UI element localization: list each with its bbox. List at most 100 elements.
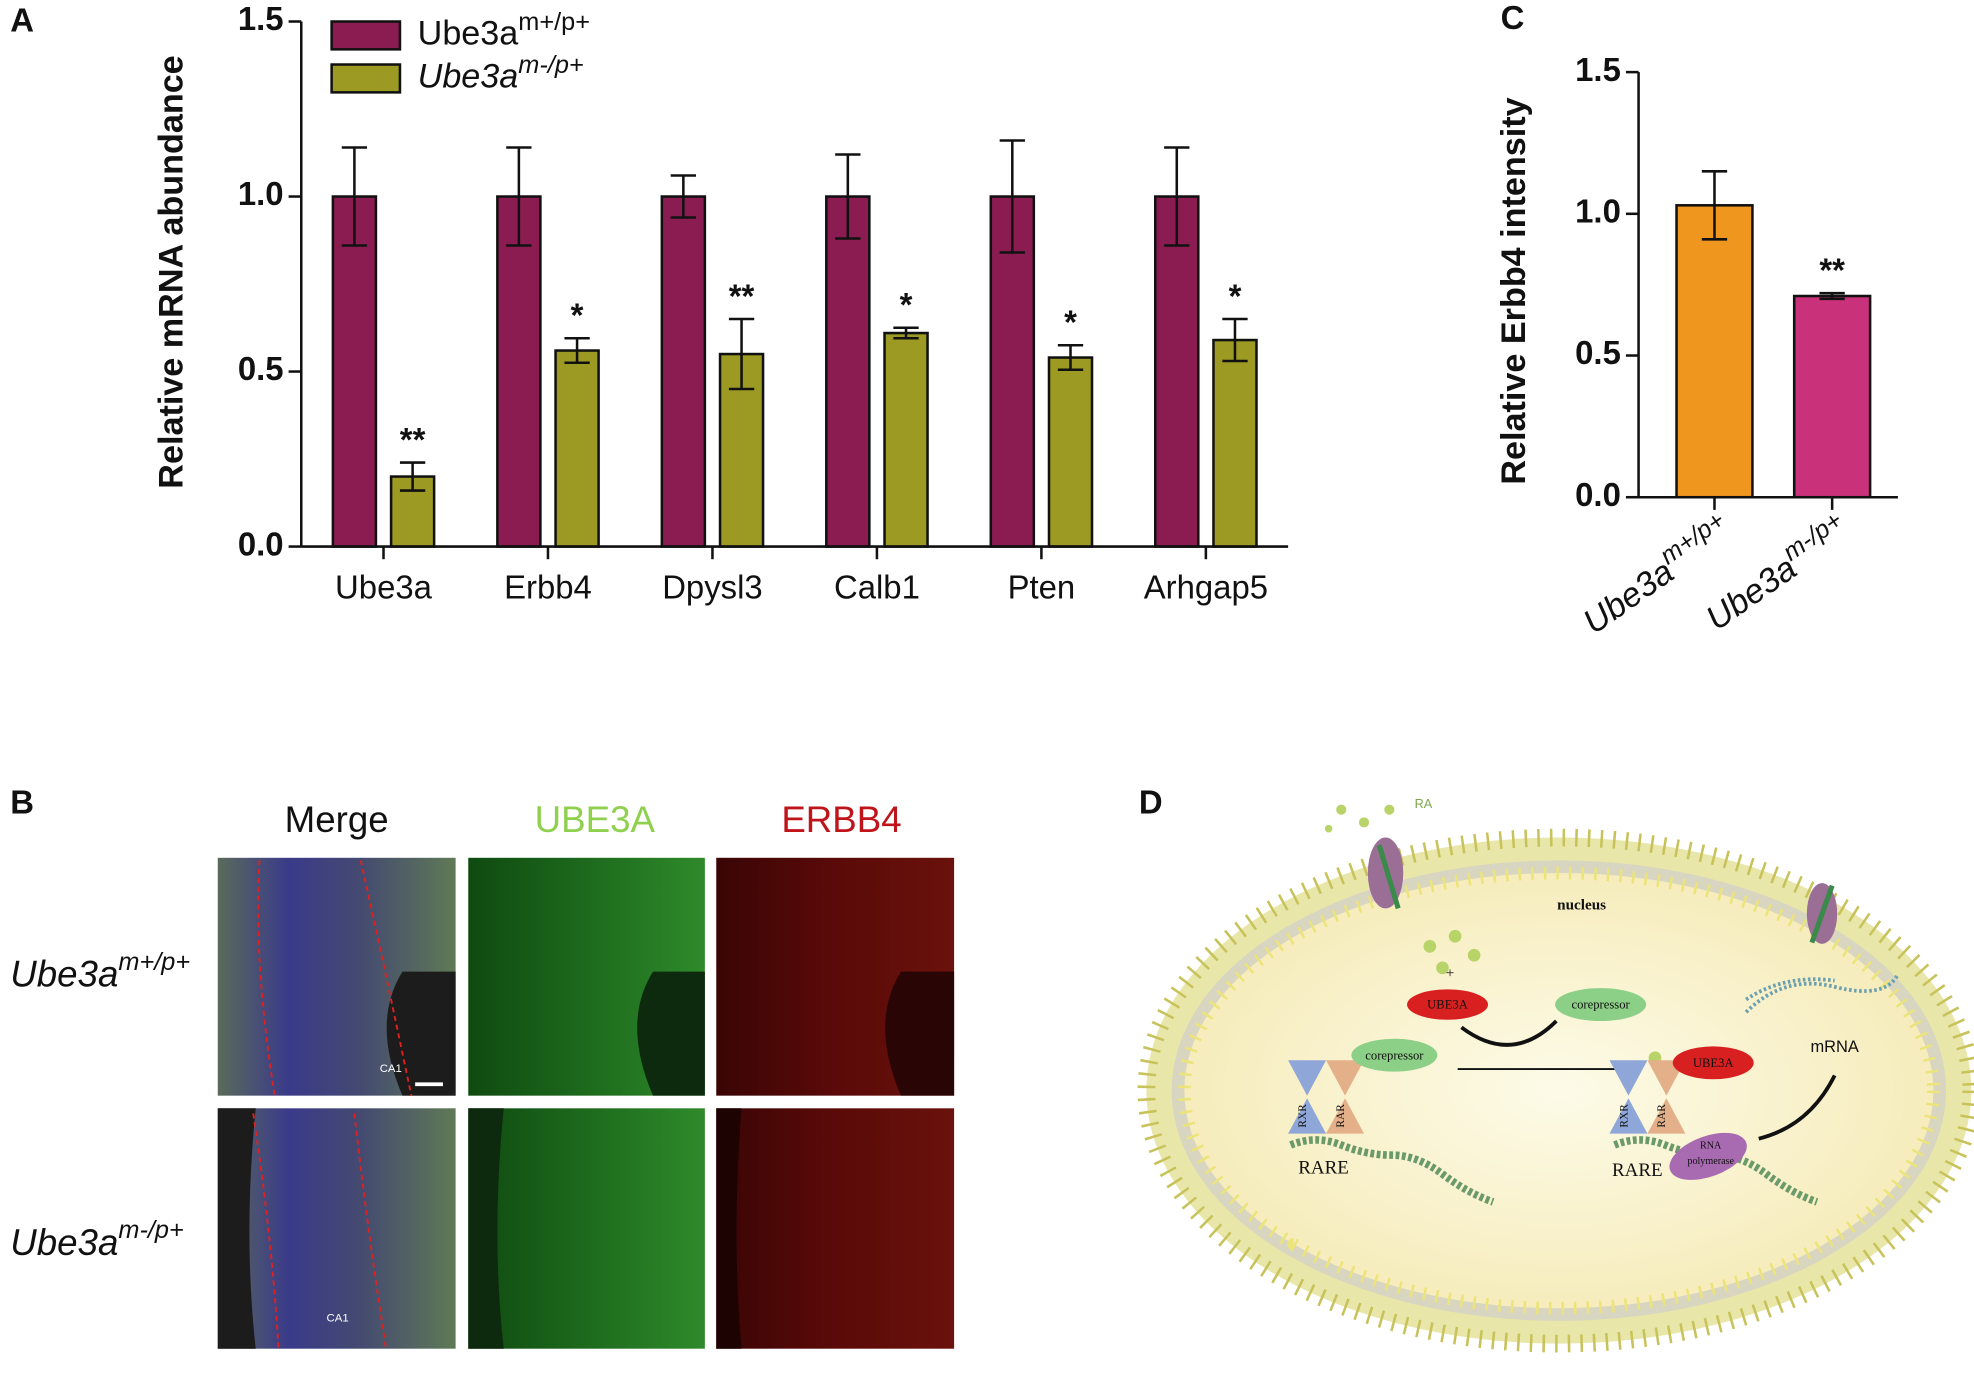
node-label: RXR [1297, 1104, 1309, 1128]
panel-d: D RA nucleus + UBE3A corepressor RXR RAR… [1137, 783, 1974, 1353]
y-axis-label: Relative mRNA abundance [153, 55, 191, 488]
bar [1675, 204, 1754, 499]
y-tick-label: 0.0 [1575, 476, 1621, 513]
panel-b: B Merge UBE3A ERBB4 Ube3am+/p+ Ube3am-/p… [10, 783, 955, 1349]
rxr-node [1288, 1060, 1327, 1134]
legend-label: Ube3am+/p+ [418, 7, 590, 52]
corepressor-node [1351, 1038, 1438, 1072]
significance: ** [400, 421, 426, 458]
significance: * [900, 286, 913, 323]
transport-arrow [1376, 844, 1401, 910]
micrograph [217, 1108, 456, 1349]
region-label: CA1 [380, 1063, 402, 1075]
y-tick-label: 1.0 [238, 175, 284, 212]
node-label: RNA [1700, 1141, 1722, 1152]
legend-label-base: Ube3a [418, 57, 519, 95]
panel-label: D [1139, 783, 1163, 820]
y-tick-label: 0.5 [238, 350, 284, 387]
ube3a-node [1672, 1046, 1754, 1080]
x-tick-label-superscript: m+/p+ [1655, 506, 1730, 570]
bar [1212, 338, 1258, 548]
row-label-superscript: m+/p+ [118, 947, 190, 975]
significance: ** [729, 277, 755, 314]
x-tick-label-superscript: m-/p+ [1778, 506, 1848, 566]
node-label: RAR [1335, 1104, 1347, 1128]
ventricle [386, 971, 456, 1096]
y-tick-label: 1.5 [1575, 51, 1621, 88]
arrow [1460, 1019, 1558, 1047]
significance: * [1229, 277, 1242, 314]
ventricle [468, 1108, 504, 1349]
arrow [1758, 1074, 1837, 1141]
legend-label-superscript: m-/p+ [518, 50, 583, 78]
region-label: CA1 [327, 1312, 349, 1324]
node-label: polymerase [1687, 1156, 1734, 1167]
ligand-label: RA [1415, 797, 1433, 811]
node-label: corepressor [1365, 1048, 1424, 1062]
significance: ** [1819, 252, 1845, 289]
bar [1047, 356, 1094, 548]
legend-label: Ube3am-/p+ [418, 50, 584, 95]
ventricle [637, 971, 705, 1096]
ventricle [217, 1108, 256, 1349]
row-label-superscript: m-/p+ [118, 1216, 183, 1244]
element-label: RARE [1298, 1157, 1349, 1178]
row-label: Ube3am-/p+ [10, 1216, 184, 1263]
panel-label: A [10, 1, 34, 38]
ventricle [716, 1108, 742, 1349]
y-tick-label: 0.5 [1575, 334, 1621, 371]
y-tick-label: 1.5 [238, 0, 284, 37]
rxr-node [1609, 1060, 1648, 1134]
y-tick-label: 0.0 [238, 525, 284, 562]
column-title: ERBB4 [781, 799, 901, 840]
row-label-base: Ube3a [10, 953, 118, 994]
micrograph [716, 1108, 955, 1349]
legend-label-superscript: m+/p+ [518, 7, 590, 35]
legend-swatch [330, 20, 402, 51]
panel-label: B [10, 783, 34, 820]
ube3a-node [1407, 989, 1489, 1020]
boundary [252, 860, 413, 1349]
y-tick-label: 1.0 [1575, 193, 1621, 230]
element-label: RARE [1612, 1160, 1663, 1181]
rar-node [1326, 1060, 1365, 1134]
plus: + [1446, 965, 1455, 982]
inner-leaflet [1178, 866, 1940, 1315]
panel-label: C [1501, 0, 1525, 36]
x-tick-label: Dpysl3 [662, 568, 763, 605]
bar [825, 195, 871, 548]
column-title: Merge [285, 799, 389, 840]
row-label: Ube3am+/p+ [10, 947, 190, 994]
significance: * [571, 297, 584, 334]
x-tick-label: Erbb4 [504, 568, 592, 605]
legend-label-base: Ube3a [418, 14, 519, 52]
product-label: mRNA [1810, 1038, 1858, 1056]
x-tick-label: Ube3a [335, 568, 433, 605]
row-label-base: Ube3a [10, 1222, 118, 1263]
node-label: UBE3A [1427, 998, 1469, 1012]
bar [883, 331, 929, 548]
bar [660, 195, 707, 548]
node-label: RXR [1618, 1104, 1630, 1128]
bar [331, 195, 378, 548]
column-title: UBE3A [535, 799, 656, 840]
polymerase-node [1669, 1132, 1747, 1180]
micrograph [468, 1108, 705, 1349]
bar [989, 195, 1036, 548]
significance: * [1064, 304, 1077, 341]
rar-node [1647, 1060, 1686, 1134]
corepressor-node [1555, 988, 1647, 1022]
x-tick-label: Calb1 [834, 568, 920, 605]
dna [1289, 1136, 1495, 1206]
bar [1792, 294, 1872, 499]
y-axis-label: Relative Erbb4 intensity [1495, 97, 1533, 484]
x-tick-label-base: Ube3a [1699, 549, 1803, 638]
bar [554, 349, 600, 548]
transport-arrow [1809, 884, 1835, 944]
bar [496, 195, 542, 548]
x-tick-label: Pten [1008, 568, 1076, 605]
mrna-strand [1744, 973, 1900, 1014]
x-tick-label-base: Ube3a [1576, 553, 1680, 642]
x-tick-label: Arhgap5 [1144, 568, 1268, 605]
